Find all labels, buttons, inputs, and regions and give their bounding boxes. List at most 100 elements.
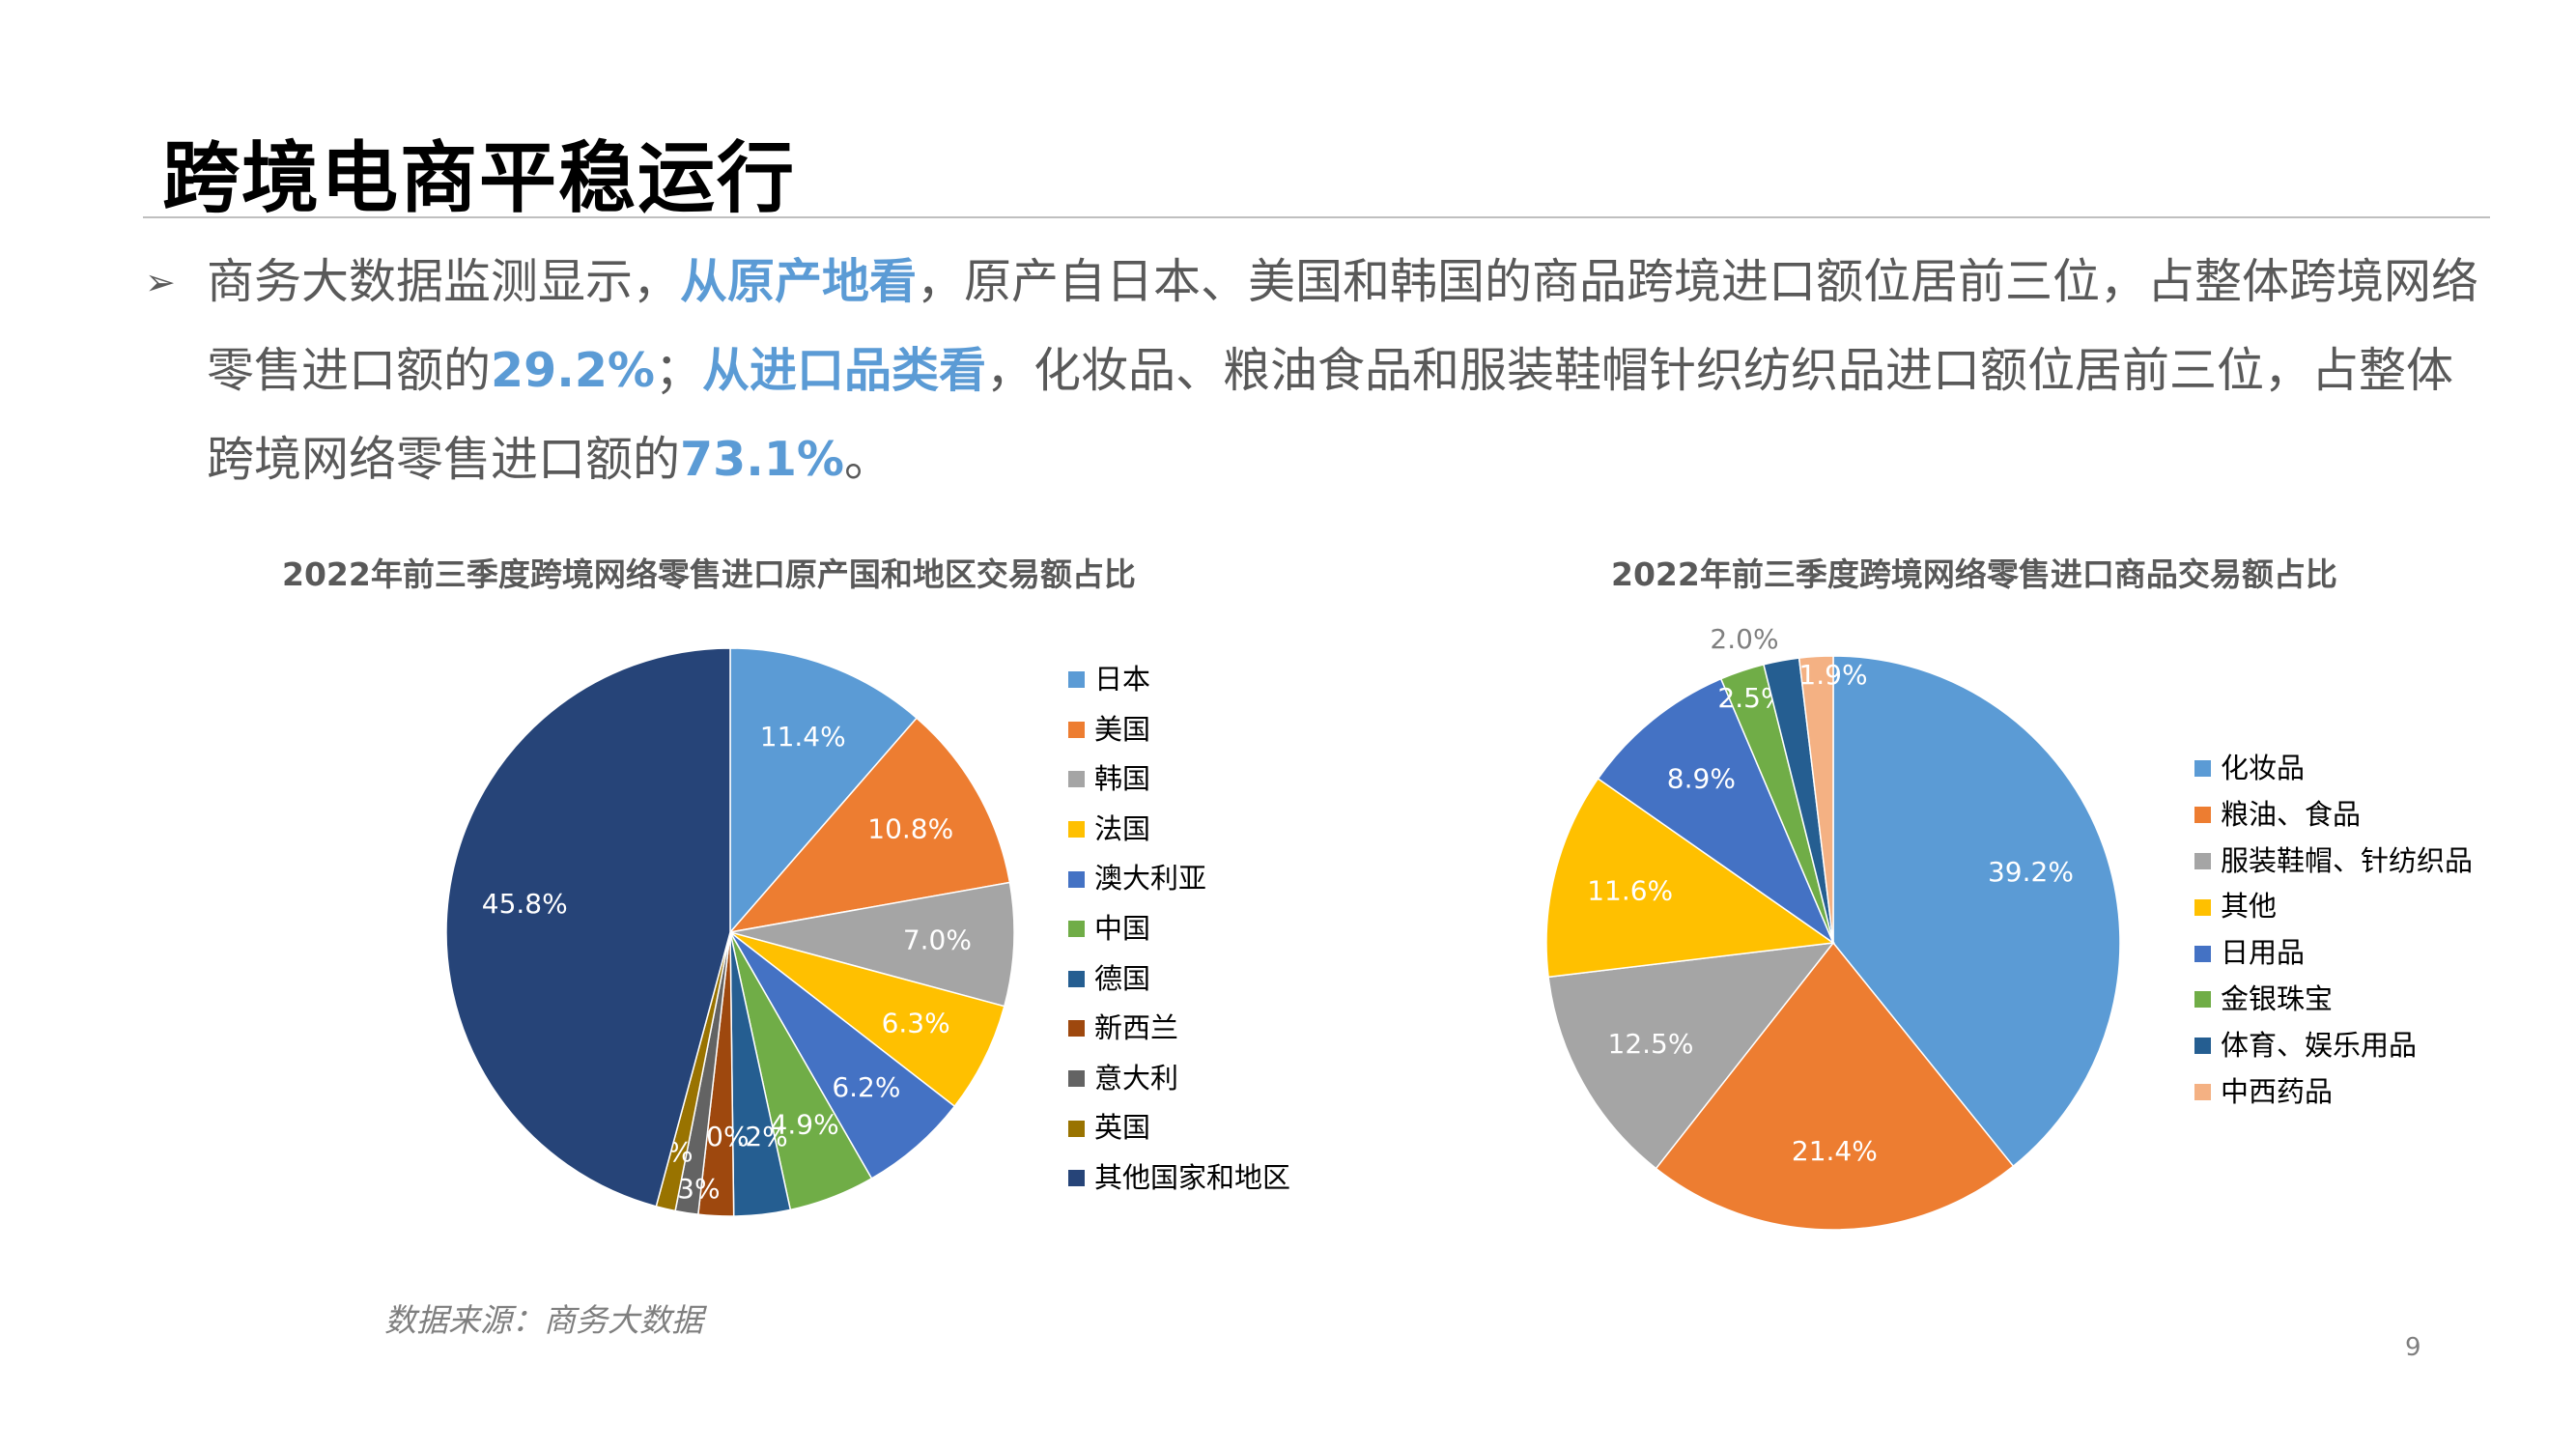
chart2-data-label-6: 2.0% — [1710, 623, 1778, 655]
chart2-slice-4 — [1597, 677, 1835, 946]
chart2-legend-swatch-1 — [2194, 807, 2211, 824]
chart1-legend-item-1: 美国 — [1068, 705, 1290, 755]
chart1-legend-item-8: 意大利 — [1068, 1054, 1290, 1104]
summary-text-part: ； — [655, 343, 703, 398]
chart2-legend: 化妆品粮油、食品服装鞋帽、针纺织品 其他日用品金银珠宝体育、娱乐用品 中西药品 — [2194, 746, 2473, 1115]
chart1-slice-0 — [729, 647, 919, 935]
chart2-data-label-7: 1.9% — [1798, 659, 1867, 691]
chart2-data-label-2: 12.5% — [1608, 1028, 1694, 1060]
chart1-legend-item-9: 英国 — [1068, 1103, 1290, 1153]
chart2-data-label-1: 21.4% — [1792, 1135, 1878, 1167]
chart2-legend-label-0: 化妆品 — [2221, 752, 2306, 784]
summary-text-part: 商务大数据监测显示， — [207, 254, 681, 309]
chart1-legend-label-8: 意大利 — [1094, 1061, 1179, 1095]
chart2-legend-label-5: 金银珠宝 — [2221, 981, 2334, 1015]
chart2-legend-item-0: 化妆品 — [2194, 746, 2473, 792]
chart2-slice-1 — [1655, 941, 2015, 1231]
chart1-legend-swatch-6 — [1068, 970, 1085, 987]
chart1-slice-10 — [445, 647, 731, 1208]
summary-highlight-origin: 从原产地看 — [680, 254, 918, 309]
chart1-title: 2022年前三季度跨境网络零售进口原产国和地区交易额占比 — [282, 555, 1136, 593]
chart1-legend-swatch-4 — [1068, 870, 1085, 888]
chart1-legend-swatch-3 — [1068, 821, 1085, 839]
chart2-data-label-4: 8.9% — [1667, 763, 1736, 795]
chart2-legend-label-2: 服装鞋帽、针纺织品 — [2221, 843, 2474, 877]
chart2-legend-swatch-7 — [2194, 1083, 2211, 1100]
chart2-legend-item-2: 服装鞋帽、针纺织品 — [2194, 839, 2473, 885]
chart1-slice-3 — [729, 931, 1005, 1108]
chart1-slice-4 — [729, 931, 956, 1180]
chart2-legend-item-4: 日用品 — [2194, 930, 2473, 977]
title-divider — [143, 216, 2490, 218]
chart2-legend-swatch-0 — [2194, 760, 2211, 778]
chart1-legend-swatch-2 — [1068, 771, 1085, 788]
chart2-legend-item-1: 粮油、食品 — [2194, 792, 2473, 839]
chart1-legend-swatch-8 — [1068, 1070, 1085, 1088]
chart2-slice-3 — [1545, 777, 1836, 979]
chart1-legend-label-3: 法国 — [1094, 811, 1151, 845]
chart2-legend-swatch-6 — [2194, 1038, 2211, 1055]
chart2-data-label-3: 11.6% — [1587, 874, 1673, 906]
chart2-legend-swatch-4 — [2194, 945, 2211, 962]
summary-highlight-origin-share: 29.2% — [491, 343, 656, 398]
chart1-legend-item-2: 韩国 — [1068, 754, 1290, 805]
chart2-legend-label-6: 体育、娱乐用品 — [2221, 1028, 2418, 1062]
chart2-data-label-0: 39.2% — [1988, 856, 2074, 888]
chart1-legend-swatch-10 — [1068, 1170, 1085, 1187]
chart1-legend-item-7: 新西兰 — [1068, 1004, 1290, 1054]
chart1-legend-label-1: 美国 — [1094, 712, 1151, 746]
chart1-legend-label-5: 中国 — [1094, 911, 1151, 945]
chart1-legend-item-6: 德国 — [1068, 954, 1290, 1005]
chart2-legend-item-7: 中西药品 — [2194, 1069, 2473, 1116]
chart1-legend-label-4: 澳大利亚 — [1094, 862, 1207, 896]
bullet-arrow-icon: ➢ — [145, 261, 176, 303]
chart1-data-label-2: 7.0% — [903, 924, 972, 955]
chart1-slice-1 — [728, 717, 1011, 934]
chart1-slice-2 — [729, 881, 1015, 1008]
chart1-data-label-3: 6.3% — [882, 1008, 950, 1039]
chart1-legend-swatch-0 — [1068, 671, 1085, 689]
chart1-data-label-1: 10.8% — [867, 812, 953, 844]
data-source-note: 数据来源：商务大数据 — [384, 1301, 703, 1339]
page-number: 9 — [2405, 1333, 2421, 1362]
chart2-legend-label-7: 中西药品 — [2221, 1074, 2334, 1108]
chart1-data-label-10: 45.8% — [482, 888, 568, 920]
chart2-legend-label-3: 其他 — [2221, 890, 2278, 924]
chart2-title: 2022年前三季度跨境网络零售进口商品交易额占比 — [1611, 555, 2337, 593]
chart2-legend-item-3: 其他 — [2194, 884, 2473, 930]
slide-title: 跨境电商平稳运行 — [162, 133, 796, 223]
summary-text-part: 。 — [844, 432, 892, 487]
summary-text: 商务大数据监测显示，从原产地看，原产自日本、美国和韩国的商品跨境进口额位居前三位… — [207, 238, 2500, 504]
summary-highlight-category-share: 73.1% — [680, 432, 845, 487]
chart2-legend-label-4: 日用品 — [2221, 936, 2306, 970]
chart1-legend: 日本美国韩国法国澳大利亚中国德国新西兰意大利英国其他国家和地区 — [1068, 655, 1290, 1204]
chart2-legend-swatch-2 — [2194, 852, 2211, 869]
chart2-legend-item-6: 体育、娱乐用品 — [2194, 1023, 2473, 1069]
summary-text-part: ，原产自日本、美国和韩国的商品跨境进口额位居前三位，占整体跨境网络零售进口额的 — [207, 254, 2479, 398]
chart1-legend-label-0: 日本 — [1094, 663, 1151, 696]
chart1-legend-swatch-7 — [1068, 1020, 1085, 1038]
chart1-legend-swatch-9 — [1068, 1120, 1085, 1137]
chart1-legend-label-2: 韩国 — [1094, 762, 1151, 796]
chart1-legend-swatch-5 — [1068, 921, 1085, 938]
chart2-legend-swatch-5 — [2194, 991, 2211, 1009]
chart1-legend-label-9: 英国 — [1094, 1111, 1151, 1145]
chart2-slice-7 — [1798, 655, 1834, 944]
chart1-legend-item-4: 澳大利亚 — [1068, 854, 1290, 904]
chart2-legend-swatch-3 — [2194, 898, 2211, 916]
chart2-legend-item-5: 金银珠宝 — [2194, 977, 2473, 1023]
chart1-legend-item-0: 日本 — [1068, 655, 1290, 705]
chart1-legend-swatch-1 — [1068, 721, 1085, 738]
chart1-data-label-5: 4.9% — [771, 1108, 839, 1140]
chart2-legend-label-1: 粮油、食品 — [2221, 797, 2362, 831]
summary-text-part: ，化妆品、粮油食品和服装鞋帽针织纺织品进口额位居前三位，占整体跨境网络零售进口额… — [207, 343, 2454, 487]
chart1-legend-item-3: 法国 — [1068, 805, 1290, 855]
chart2-slice-0 — [1832, 655, 2121, 1168]
summary-bullet: ➢ 商务大数据监测显示，从原产地看，原产自日本、美国和韩国的商品跨境进口额位居前… — [143, 238, 2500, 504]
chart1-legend-label-6: 德国 — [1094, 961, 1151, 995]
summary-highlight-category: 从进口品类看 — [702, 343, 987, 398]
chart1-legend-item-10: 其他国家和地区 — [1068, 1153, 1290, 1204]
chart1-legend-item-5: 中国 — [1068, 904, 1290, 954]
